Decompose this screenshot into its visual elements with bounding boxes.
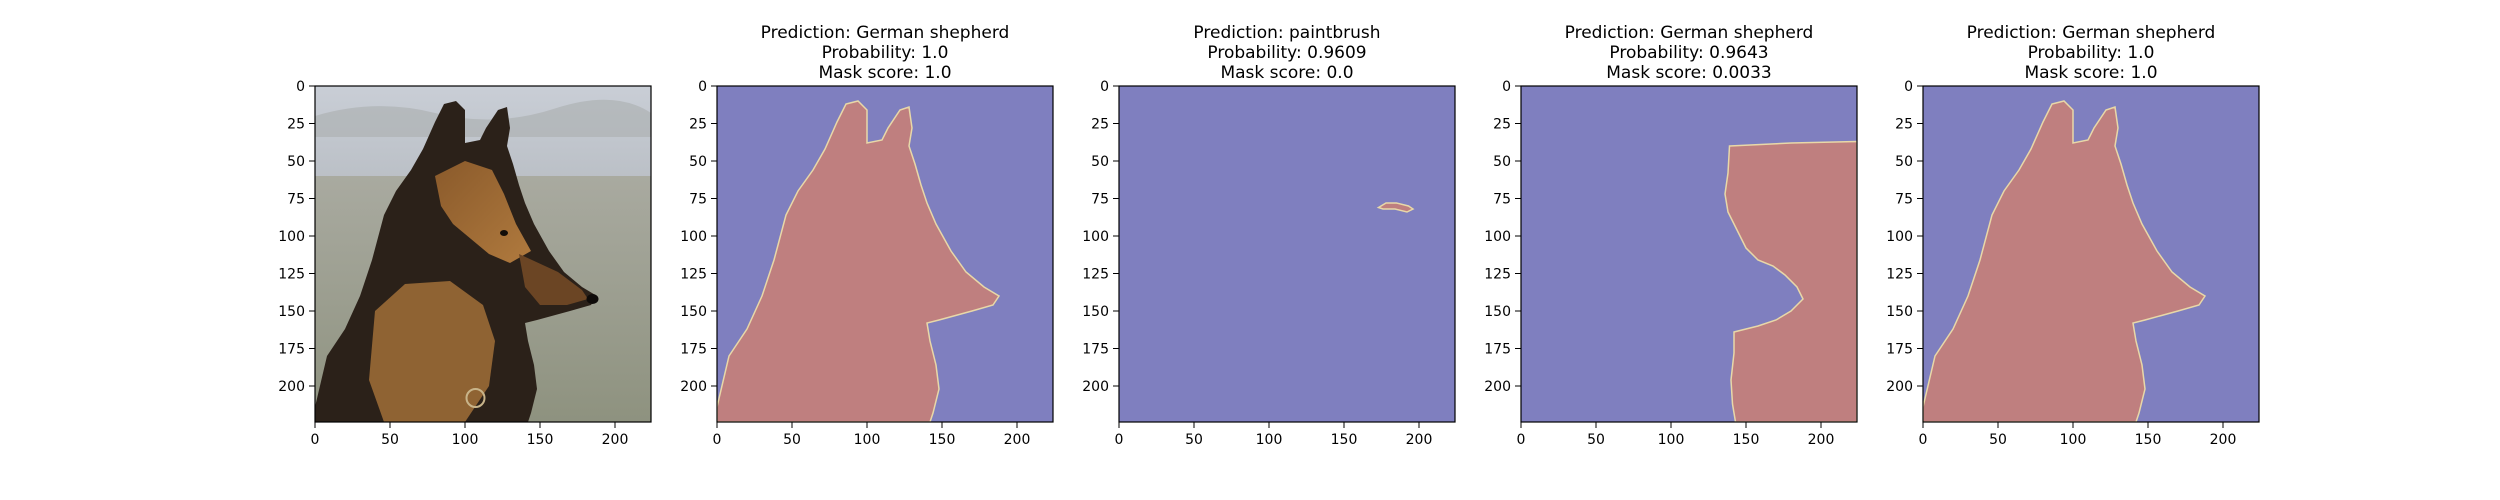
- y-tick-label: 175: [680, 342, 707, 358]
- y-tick-label: 125: [1082, 267, 1109, 283]
- y-tick-label: 50: [689, 154, 707, 170]
- y-tick-label: 150: [1886, 304, 1913, 320]
- x-tick-label: 150: [1331, 432, 1358, 448]
- x-tick-label: 100: [1658, 432, 1685, 448]
- y-tick-label: 200: [278, 379, 305, 395]
- mask-background: [1119, 86, 1455, 422]
- panel-1: 0 50 100 150 200 0 25 50 75 100 125 150 175 200: [278, 79, 651, 448]
- y-tick-label: 75: [1895, 192, 1913, 208]
- y-tick-label: 150: [1484, 304, 1511, 320]
- y-tick-label: 75: [1091, 192, 1109, 208]
- y-tick-label: 125: [1886, 267, 1913, 283]
- y-tick-label: 150: [278, 304, 305, 320]
- y-tick-label: 175: [1886, 342, 1913, 358]
- panel-5: 0 50 100 150 200 0 25 50 75 100 125 150 175 200 Predic…: [1886, 23, 2259, 448]
- x-tick-label: 0: [1517, 432, 1526, 448]
- y-tick-label: 175: [278, 342, 305, 358]
- x-tick-label: 50: [783, 432, 801, 448]
- x-tick-label: 0: [311, 432, 320, 448]
- x-tick-label: 200: [1808, 432, 1835, 448]
- y-tick-label: 0: [1100, 79, 1109, 95]
- y-tick-label: 125: [680, 267, 707, 283]
- x-tick-label: 0: [1919, 432, 1928, 448]
- y-tick-label: 0: [1502, 79, 1511, 95]
- panel-image: [717, 86, 1053, 422]
- panel-title-line: Probability: 1.0: [2028, 43, 2155, 63]
- panel-title-line: Probability: 0.9609: [1207, 43, 1366, 63]
- panel-title-line: Mask score: 1.0: [818, 63, 951, 83]
- y-tick-label: 100: [1484, 229, 1511, 245]
- panel-title-line: Probability: 0.9643: [1609, 43, 1768, 63]
- y-tick-label: 50: [1895, 154, 1913, 170]
- dog-eye: [500, 230, 508, 236]
- y-tick-label: 25: [287, 117, 305, 133]
- x-tick-label: 100: [1256, 432, 1283, 448]
- panel-title-line: Prediction: paintbrush: [1193, 23, 1380, 43]
- panel-title-line: Probability: 1.0: [822, 43, 949, 63]
- y-tick-label: 75: [689, 192, 707, 208]
- x-tick-label: 150: [2135, 432, 2162, 448]
- y-tick-label: 100: [278, 229, 305, 245]
- x-tick-label: 200: [1004, 432, 1031, 448]
- panel-title-line: Prediction: German shepherd: [761, 23, 1010, 43]
- y-tick-label: 50: [1091, 154, 1109, 170]
- x-tick-label: 50: [1185, 432, 1203, 448]
- y-tick-label: 50: [287, 154, 305, 170]
- y-tick-label: 25: [1895, 117, 1913, 133]
- y-tick-label: 100: [1082, 229, 1109, 245]
- panel-image: [315, 86, 651, 422]
- y-tick-label: 175: [1484, 342, 1511, 358]
- panel-image: [1923, 86, 2259, 422]
- x-tick-label: 50: [1989, 432, 2007, 448]
- dog-nose: [587, 294, 599, 304]
- x-tick-label: 200: [602, 432, 629, 448]
- x-tick-label: 50: [381, 432, 399, 448]
- panel-title-line: Prediction: German shepherd: [1967, 23, 2216, 43]
- y-tick-label: 0: [698, 79, 707, 95]
- y-tick-label: 0: [296, 79, 305, 95]
- y-tick-label: 25: [1493, 117, 1511, 133]
- x-tick-label: 100: [452, 432, 479, 448]
- y-tick-label: 175: [1082, 342, 1109, 358]
- x-tick-label: 0: [713, 432, 722, 448]
- panel-title-line: Prediction: German shepherd: [1565, 23, 1814, 43]
- panels-layer: 0 50 100 150 200 0 25 50 75 100 125 150 175 200 0 50 100…: [278, 23, 2259, 448]
- x-tick-label: 200: [2210, 432, 2237, 448]
- x-tick-label: 150: [929, 432, 956, 448]
- panel-4: 0 50 100 150 200 0 25 50 75 100 125 150 175 200 Predic…: [1484, 23, 1857, 448]
- x-tick-label: 200: [1406, 432, 1433, 448]
- panel-image: [1521, 86, 1857, 422]
- panel-title-line: Mask score: 1.0: [2024, 63, 2157, 83]
- panel-3: 0 50 100 150 200 0 25 50 75 100 125 150 175 200 Predic…: [1082, 23, 1455, 448]
- y-tick-label: 200: [680, 379, 707, 395]
- y-tick-label: 200: [1484, 379, 1511, 395]
- y-tick-label: 200: [1886, 379, 1913, 395]
- y-tick-label: 150: [680, 304, 707, 320]
- x-tick-label: 0: [1115, 432, 1124, 448]
- x-tick-label: 100: [2060, 432, 2087, 448]
- panel-image: [1119, 86, 1455, 422]
- y-tick-label: 75: [287, 192, 305, 208]
- y-tick-label: 100: [680, 229, 707, 245]
- y-tick-label: 200: [1082, 379, 1109, 395]
- x-tick-label: 50: [1587, 432, 1605, 448]
- y-tick-label: 25: [689, 117, 707, 133]
- y-tick-label: 50: [1493, 154, 1511, 170]
- y-tick-label: 150: [1082, 304, 1109, 320]
- x-tick-label: 150: [1733, 432, 1760, 448]
- x-tick-label: 150: [527, 432, 554, 448]
- panel-title-line: Mask score: 0.0033: [1606, 63, 1771, 83]
- y-tick-label: 75: [1493, 192, 1511, 208]
- y-tick-label: 125: [278, 267, 305, 283]
- panel-title-line: Mask score: 0.0: [1220, 63, 1353, 83]
- y-tick-label: 25: [1091, 117, 1109, 133]
- y-tick-label: 0: [1904, 79, 1913, 95]
- y-tick-label: 125: [1484, 267, 1511, 283]
- x-tick-label: 100: [854, 432, 881, 448]
- panel-2: 0 50 100 150 200 0 25 50 75 100 125 150 175 200 Predic…: [680, 23, 1053, 448]
- dog-chest-tan: [369, 281, 495, 422]
- y-tick-label: 100: [1886, 229, 1913, 245]
